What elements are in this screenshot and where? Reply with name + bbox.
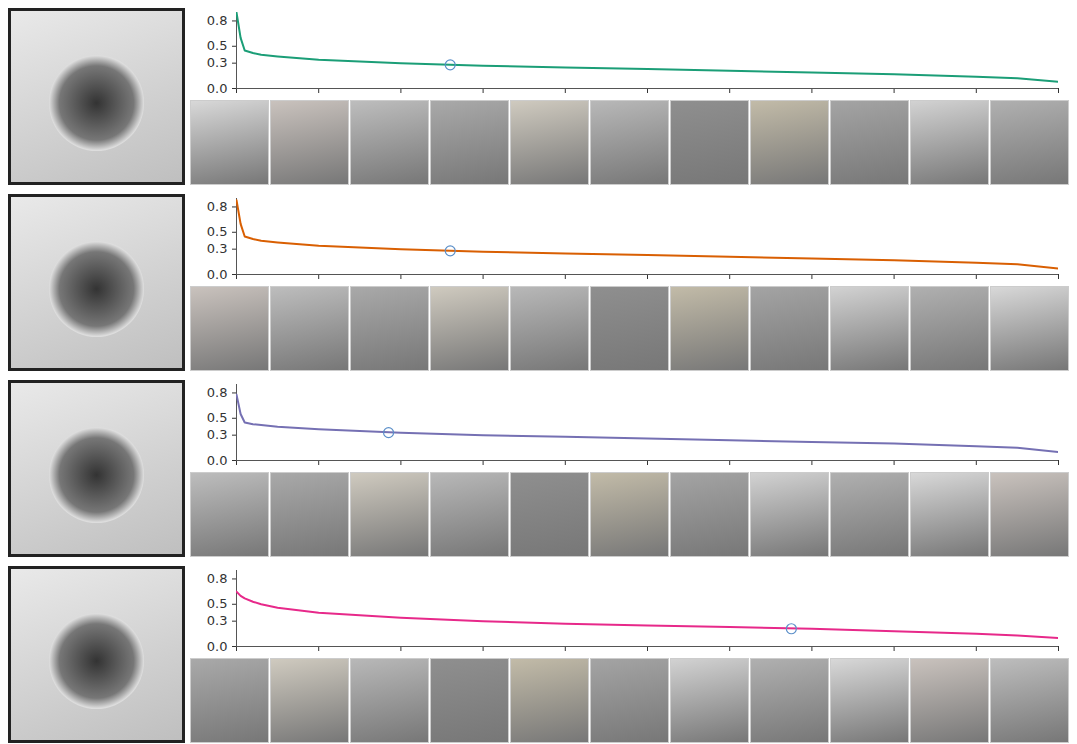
svg-text:0.8: 0.8 (207, 571, 228, 586)
svg-text:0.8: 0.8 (207, 13, 228, 28)
svg-text:0.5: 0.5 (207, 410, 228, 425)
svg-text:0.3: 0.3 (207, 55, 228, 70)
svg-text:0.5: 0.5 (207, 596, 228, 611)
svg-text:0.0: 0.0 (207, 453, 228, 468)
svg-text:0.8: 0.8 (207, 385, 228, 400)
svg-text:0.0: 0.0 (207, 639, 228, 654)
svg-text:0.3: 0.3 (207, 427, 228, 442)
svg-text:0.5: 0.5 (207, 38, 228, 53)
svg-text:0.3: 0.3 (207, 241, 228, 256)
svg-text:0.8: 0.8 (207, 199, 228, 214)
svg-text:0.0: 0.0 (207, 81, 228, 96)
svg-text:0.3: 0.3 (207, 613, 228, 628)
svg-text:0.5: 0.5 (207, 224, 228, 239)
svg-text:0.0: 0.0 (207, 267, 228, 282)
